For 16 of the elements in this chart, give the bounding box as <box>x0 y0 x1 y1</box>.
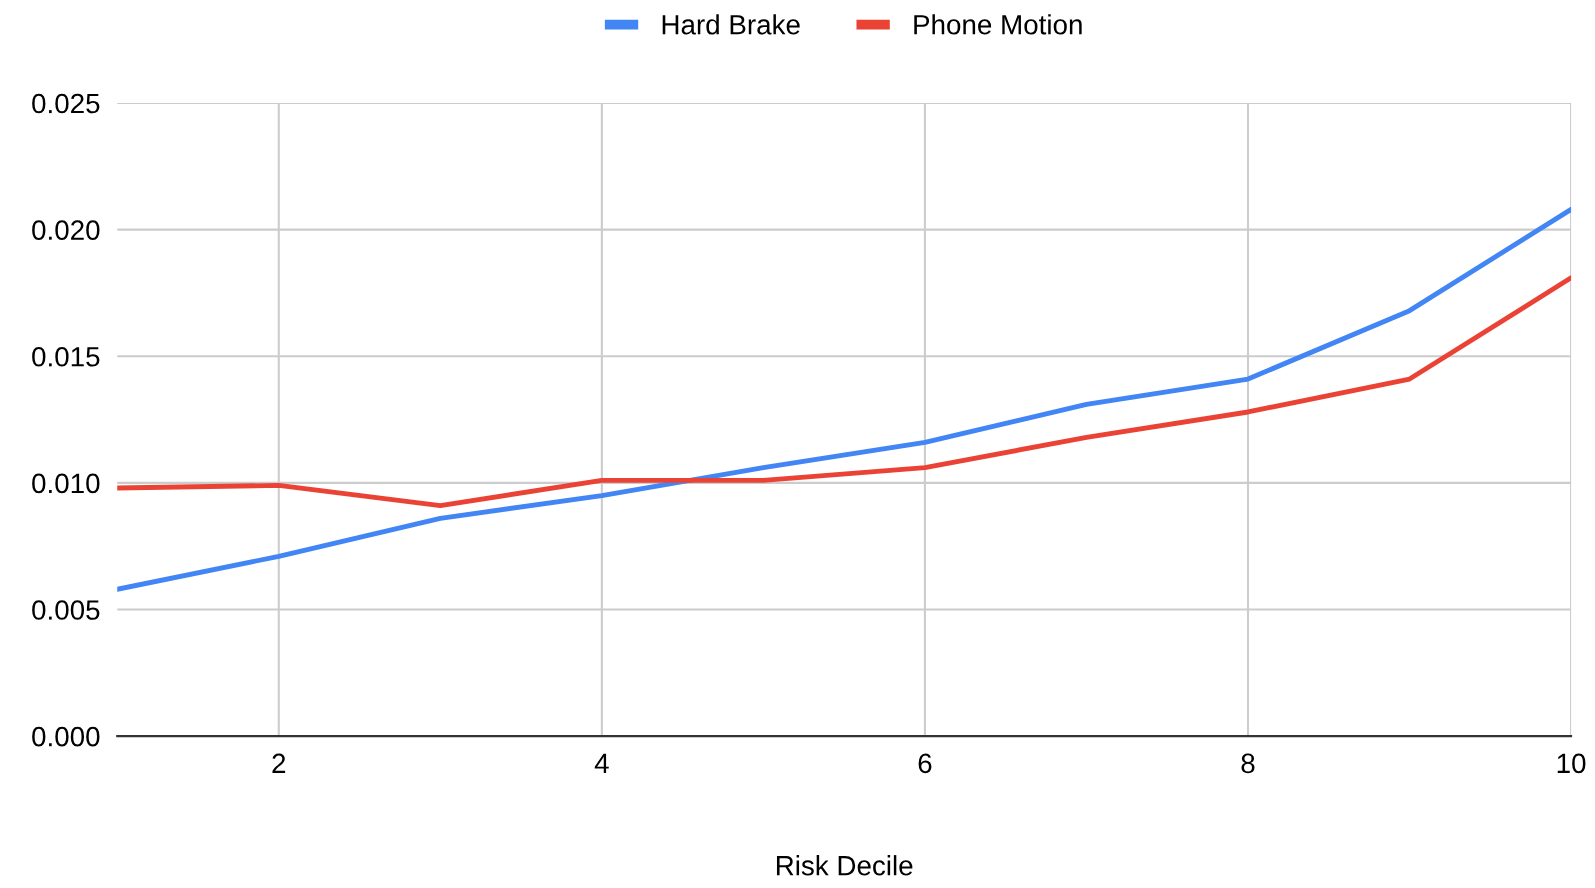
line-series <box>117 206 1572 592</box>
line-series <box>117 275 1572 509</box>
legend-label: Hard Brake <box>662 14 800 35</box>
y-tick-label: 0.015 <box>32 346 100 367</box>
x-tick-label: 4 <box>594 753 609 773</box>
y-tick-label: 0.020 <box>32 220 100 240</box>
y-tick-label: 0.005 <box>32 600 100 620</box>
y-tick-label: 0.025 <box>32 93 100 114</box>
x-axis-title: Risk Decile <box>776 855 913 876</box>
x-tick-label: 8 <box>1241 753 1255 774</box>
y-tick-label: 0.000 <box>32 726 100 747</box>
x-tick-label: 6 <box>918 753 932 774</box>
x-tick-label: 2 <box>272 753 286 773</box>
y-tick-label: 0.010 <box>32 473 100 494</box>
legend-label: Phone Motion <box>914 14 1082 35</box>
x-tick-label: 10 <box>1557 753 1586 774</box>
